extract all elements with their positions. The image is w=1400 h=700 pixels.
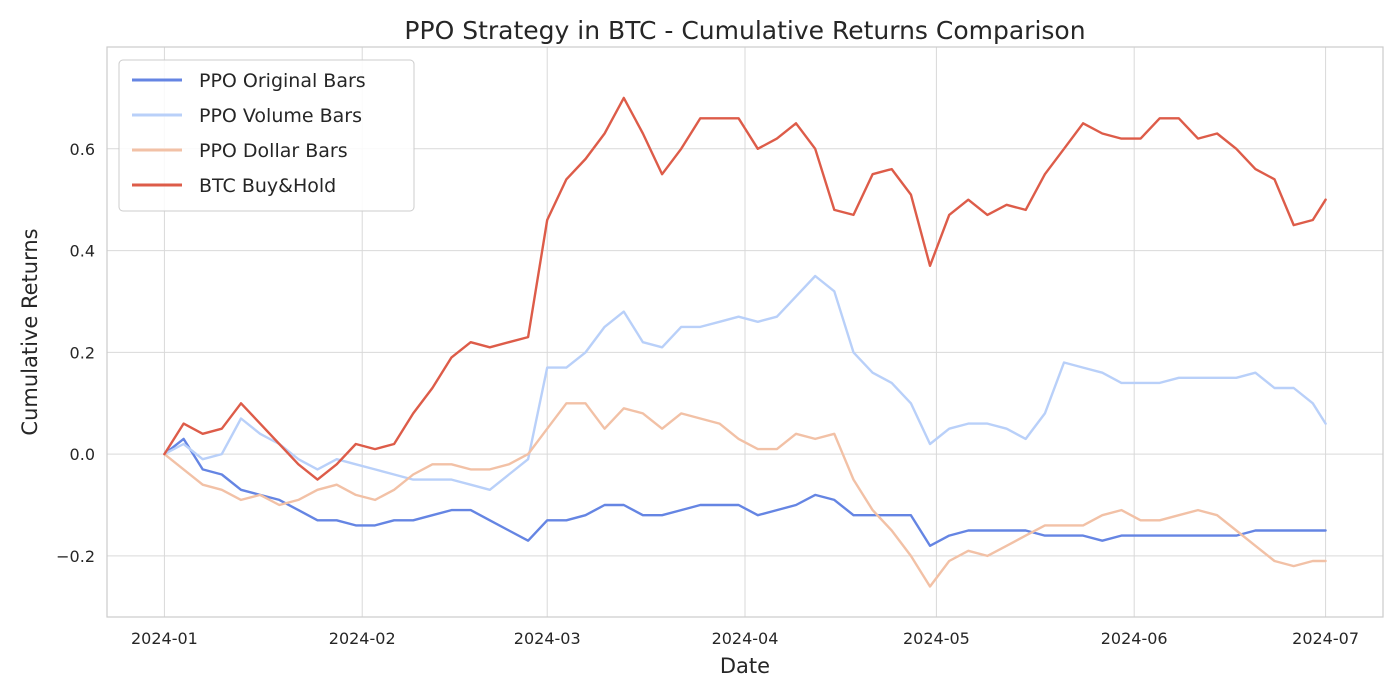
legend-box [118, 59, 415, 212]
legend-item: PPO Dollar Bars [132, 140, 348, 162]
x-tick-label: 2024-05 [903, 629, 970, 648]
y-axis-label: Cumulative Returns [18, 228, 42, 435]
legend-item: PPO Original Bars [132, 70, 366, 92]
series-line-ppo-volume-bars [163, 274, 1327, 491]
chart-title: PPO Strategy in BTC - Cumulative Returns… [404, 16, 1085, 45]
axis-ticks: 2024-01 2024-02 2024-03 2024-04 2024-05 2024-… [56, 140, 1359, 648]
legend-label: PPO Dollar Bars [199, 140, 348, 162]
x-axis-label: Date [720, 654, 770, 678]
x-tick-label: 2024-01 [131, 629, 198, 648]
legend-label: PPO Original Bars [199, 70, 366, 92]
plot-frame [106, 46, 1384, 618]
y-tick-label: 0.4 [70, 242, 95, 261]
series-lines [163, 96, 1327, 588]
y-tick-label: 0.0 [70, 445, 95, 464]
y-tick-label: −0.2 [56, 547, 95, 566]
x-tick-label: 2024-04 [712, 629, 779, 648]
y-tick-label: 0.2 [70, 343, 95, 362]
legend: PPO Original Bars PPO Volume Bars PPO Doll… [118, 59, 415, 212]
series-line-ppo-dollar-bars [163, 402, 1327, 588]
x-tick-label: 2024-03 [514, 629, 581, 648]
legend-label: PPO Volume Bars [199, 105, 362, 127]
y-tick-label: 0.6 [70, 140, 95, 159]
series-line-ppo-original-bars [163, 437, 1327, 547]
legend-item: PPO Volume Bars [132, 105, 362, 127]
legend-label: BTC Buy&Hold [199, 175, 336, 197]
x-tick-label: 2024-07 [1292, 629, 1359, 648]
legend-item: BTC Buy&Hold [132, 175, 336, 197]
x-tick-label: 2024-06 [1101, 629, 1168, 648]
x-tick-label: 2024-02 [329, 629, 396, 648]
series-line-btc-buy-hold [163, 96, 1327, 481]
